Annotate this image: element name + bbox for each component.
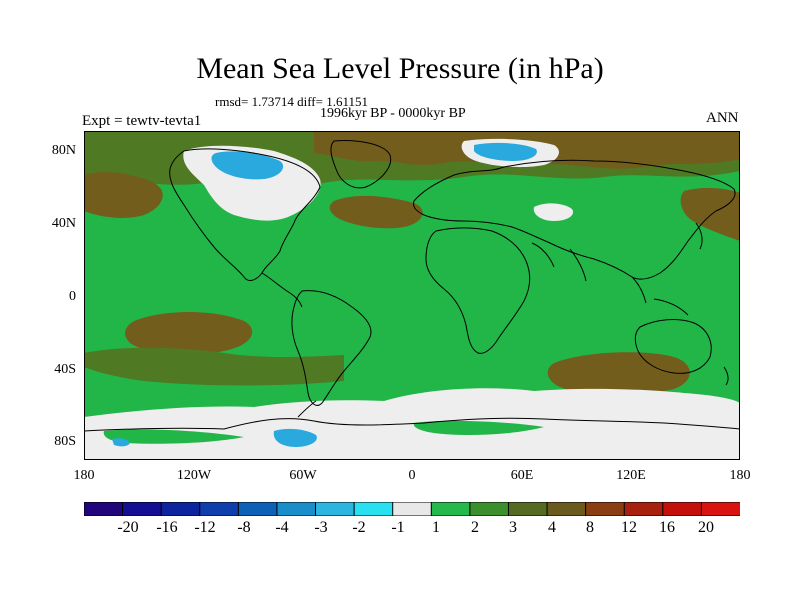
lat-label-40s: 40S <box>54 362 76 377</box>
coastlines <box>84 140 740 432</box>
north-atlantic-brown <box>329 195 423 229</box>
plot-title: Mean Sea Level Pressure (in hPa) <box>196 52 604 85</box>
colorbar-swatch <box>160 502 201 516</box>
lon-label-180e: 180 <box>729 468 751 483</box>
lon-label-120w: 120W <box>176 468 212 483</box>
lon-label-120e: 120E <box>616 468 646 483</box>
colorbar-swatch <box>84 502 124 516</box>
colorbar-swatch <box>199 502 240 516</box>
colorbar-swatch <box>430 502 471 516</box>
colorbar-label: 12 <box>621 519 637 536</box>
experiment-label: Expt = tewtv-tevta1 <box>82 113 202 129</box>
colorbar-swatch <box>546 502 587 516</box>
east-pacific-brown <box>680 187 740 241</box>
colorbar-swatch <box>237 502 278 516</box>
lat-label-80n: 80N <box>51 143 76 158</box>
antarctic-white <box>84 388 740 460</box>
colorbar-swatch <box>276 502 317 516</box>
north-pacific-brown <box>84 172 163 218</box>
stats-text: rmsd= 1.73714 diff= 1.61151 <box>215 94 368 109</box>
colorbar-label: -16 <box>156 519 178 536</box>
lon-label-180w: 180 <box>73 468 95 483</box>
colorbar-swatch <box>507 502 549 516</box>
colorbar-swatch <box>392 502 433 516</box>
barents-blue <box>474 142 537 161</box>
colorbar-swatch <box>623 502 664 516</box>
lon-label-0: 0 <box>408 468 416 483</box>
colorbar-label: 2 <box>471 519 479 536</box>
colorbar-swatch <box>700 502 740 516</box>
colorbar-label: -3 <box>314 519 328 536</box>
colorbar-swatch <box>585 502 626 516</box>
colorbar-label: 1 <box>432 519 440 536</box>
colorbar-label: 4 <box>548 519 556 536</box>
colorbar <box>84 502 740 516</box>
south-atlantic-olive <box>84 347 344 386</box>
colorbar-swatch <box>469 502 510 516</box>
season-label: ANN <box>706 110 739 126</box>
colorbar-swatch <box>122 502 163 516</box>
south-indian-brown <box>547 352 690 395</box>
pacific-sector-blue <box>112 438 130 447</box>
lat-label-40n: 40N <box>51 216 76 231</box>
map-frame <box>84 131 740 460</box>
colorbar-label: -1 <box>391 519 405 536</box>
ross-sea-blue <box>273 428 317 447</box>
colorbar-label: -8 <box>237 519 251 536</box>
colorbar-label: 16 <box>659 519 675 536</box>
south-pacific-brown <box>125 312 253 355</box>
lon-label-60e: 60E <box>510 468 534 483</box>
period-text: 1996kyr BP - 0000kyr BP <box>320 106 466 121</box>
colorbar-label: -2 <box>352 519 366 536</box>
colorbar-swatch <box>315 502 356 516</box>
canada-blue <box>211 151 284 180</box>
asia-white-patch <box>533 203 574 221</box>
colorbar-label: -12 <box>194 519 216 536</box>
colorbar-swatch <box>662 502 703 516</box>
colorbar-label: 20 <box>698 519 714 536</box>
map-panel <box>84 131 740 460</box>
antarctic-green-gaps <box>103 420 545 444</box>
lon-label-60w: 60W <box>289 468 317 483</box>
colorbar-swatch <box>353 502 394 516</box>
lat-label-80s: 80S <box>54 434 76 449</box>
lat-label-0: 0 <box>69 289 76 304</box>
colorbar-label: -4 <box>275 519 289 536</box>
colorbar-label: 3 <box>509 519 517 536</box>
colorbar-label: -20 <box>117 519 139 536</box>
colorbar-label: 8 <box>586 519 594 536</box>
